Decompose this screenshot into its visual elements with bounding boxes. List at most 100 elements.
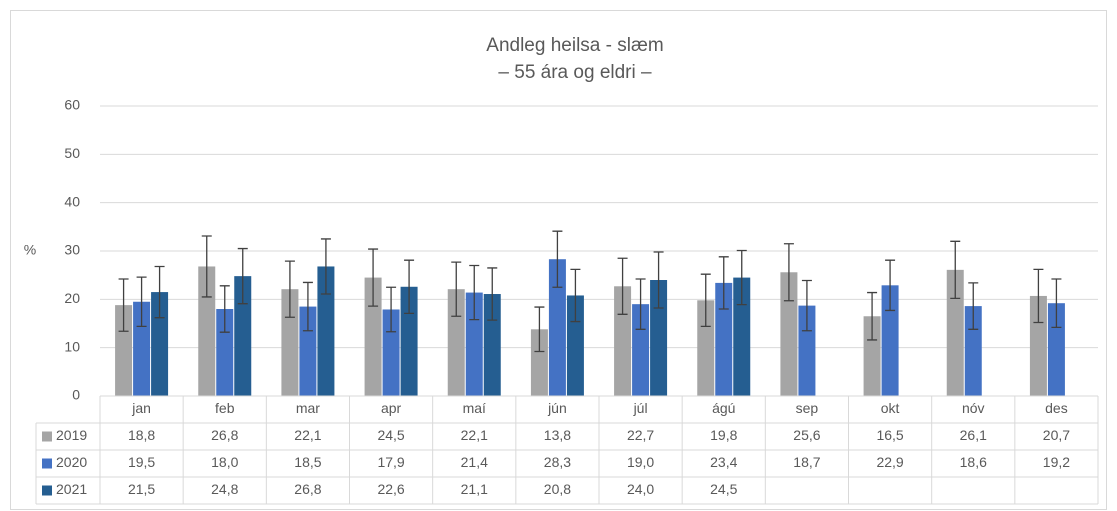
bar (198, 266, 216, 396)
table-value: 20,7 (1043, 427, 1070, 443)
table-value: 26,8 (294, 481, 321, 497)
legend-label: 2020 (56, 454, 87, 470)
table-value: 21,4 (461, 454, 488, 470)
error-bar (320, 238, 331, 295)
bar (133, 301, 151, 396)
error-bar (617, 257, 628, 315)
error-bar (783, 243, 794, 302)
table-value: 24,0 (627, 481, 654, 497)
error-bar (237, 247, 248, 305)
legend-key (42, 485, 52, 496)
table-value: 16,5 (876, 427, 903, 443)
x-tick-label: feb (215, 400, 235, 416)
y-axis-label: % (24, 242, 36, 258)
table-value: 19,2 (1043, 454, 1070, 470)
error-bar (653, 251, 664, 309)
error-bar (404, 259, 415, 314)
bar (299, 306, 317, 396)
error-bar (867, 291, 878, 341)
bar (632, 304, 650, 396)
error-bar (154, 265, 165, 319)
legend-key (42, 458, 52, 469)
y-tick-label: 60 (64, 97, 80, 113)
bar (650, 280, 668, 396)
error-bar (570, 268, 581, 323)
table-value: 19,5 (128, 454, 155, 470)
table-value: 26,1 (960, 427, 987, 443)
x-tick-label: ágú (712, 400, 735, 416)
table-value: 13,8 (544, 427, 571, 443)
table-value: 26,8 (211, 427, 238, 443)
x-tick-label: des (1045, 400, 1068, 416)
error-bar (219, 285, 230, 333)
bar (715, 282, 733, 396)
error-bar (386, 286, 397, 333)
error-bar (534, 306, 545, 353)
bar (548, 259, 566, 396)
error-bar (201, 235, 212, 298)
bar (964, 306, 982, 396)
x-tick-label: jún (547, 400, 567, 416)
error-bar (736, 249, 747, 306)
x-tick-label: nóv (962, 400, 985, 416)
bar (863, 316, 881, 396)
bar (881, 285, 899, 396)
bar (780, 272, 798, 396)
bar (697, 300, 715, 396)
table-value: 18,6 (960, 454, 987, 470)
table-value: 17,9 (377, 454, 404, 470)
error-bar (635, 278, 646, 330)
table-value: 22,1 (294, 427, 321, 443)
table-value: 24,8 (211, 481, 238, 497)
bar (946, 269, 964, 396)
x-tick-label: jan (131, 400, 151, 416)
chart-subtitle: – 55 ára og eldri – (498, 62, 652, 83)
bar (400, 286, 418, 396)
chart-title: Andleg heilsa - slæm (486, 35, 663, 56)
error-bar (469, 264, 480, 321)
table-value: 24,5 (377, 427, 404, 443)
bar (234, 276, 252, 396)
table-value: 18,5 (294, 454, 321, 470)
error-bar (1033, 268, 1044, 324)
table-value: 18,7 (793, 454, 820, 470)
y-tick-label: 20 (64, 290, 80, 306)
error-bar (368, 248, 379, 307)
error-bar (136, 276, 147, 328)
x-tick-label: júl (633, 400, 648, 416)
error-bar (1051, 278, 1062, 329)
x-tick-label: okt (881, 400, 900, 416)
table-value: 25,6 (793, 427, 820, 443)
legend-key (42, 431, 52, 442)
x-tick-label: apr (381, 400, 402, 416)
x-tick-label: mar (296, 400, 320, 416)
bar (317, 266, 335, 396)
table-value: 20,8 (544, 481, 571, 497)
legend-label: 2021 (56, 481, 87, 497)
table-value: 19,8 (710, 427, 737, 443)
table-value: 28,3 (544, 454, 571, 470)
bar (1029, 295, 1047, 396)
x-tick-label: sep (796, 400, 819, 416)
bar (115, 305, 133, 396)
x-tick-label: maí (463, 400, 486, 416)
bar (798, 305, 816, 396)
bar (733, 277, 751, 396)
table-value: 19,0 (627, 454, 654, 470)
bar (281, 289, 299, 396)
table-value: 22,9 (876, 454, 903, 470)
bar (566, 295, 584, 396)
y-tick-label: 40 (64, 193, 80, 209)
bar (216, 309, 234, 396)
error-bar (487, 267, 498, 321)
error-bar (118, 278, 129, 332)
table-value: 22,7 (627, 427, 654, 443)
y-tick-label: 50 (64, 145, 80, 161)
error-bar (801, 279, 812, 332)
y-tick-label: 30 (64, 242, 80, 258)
legend-label: 2019 (56, 427, 87, 443)
error-bar (302, 281, 313, 332)
error-bar (885, 259, 896, 312)
table-value: 22,1 (461, 427, 488, 443)
